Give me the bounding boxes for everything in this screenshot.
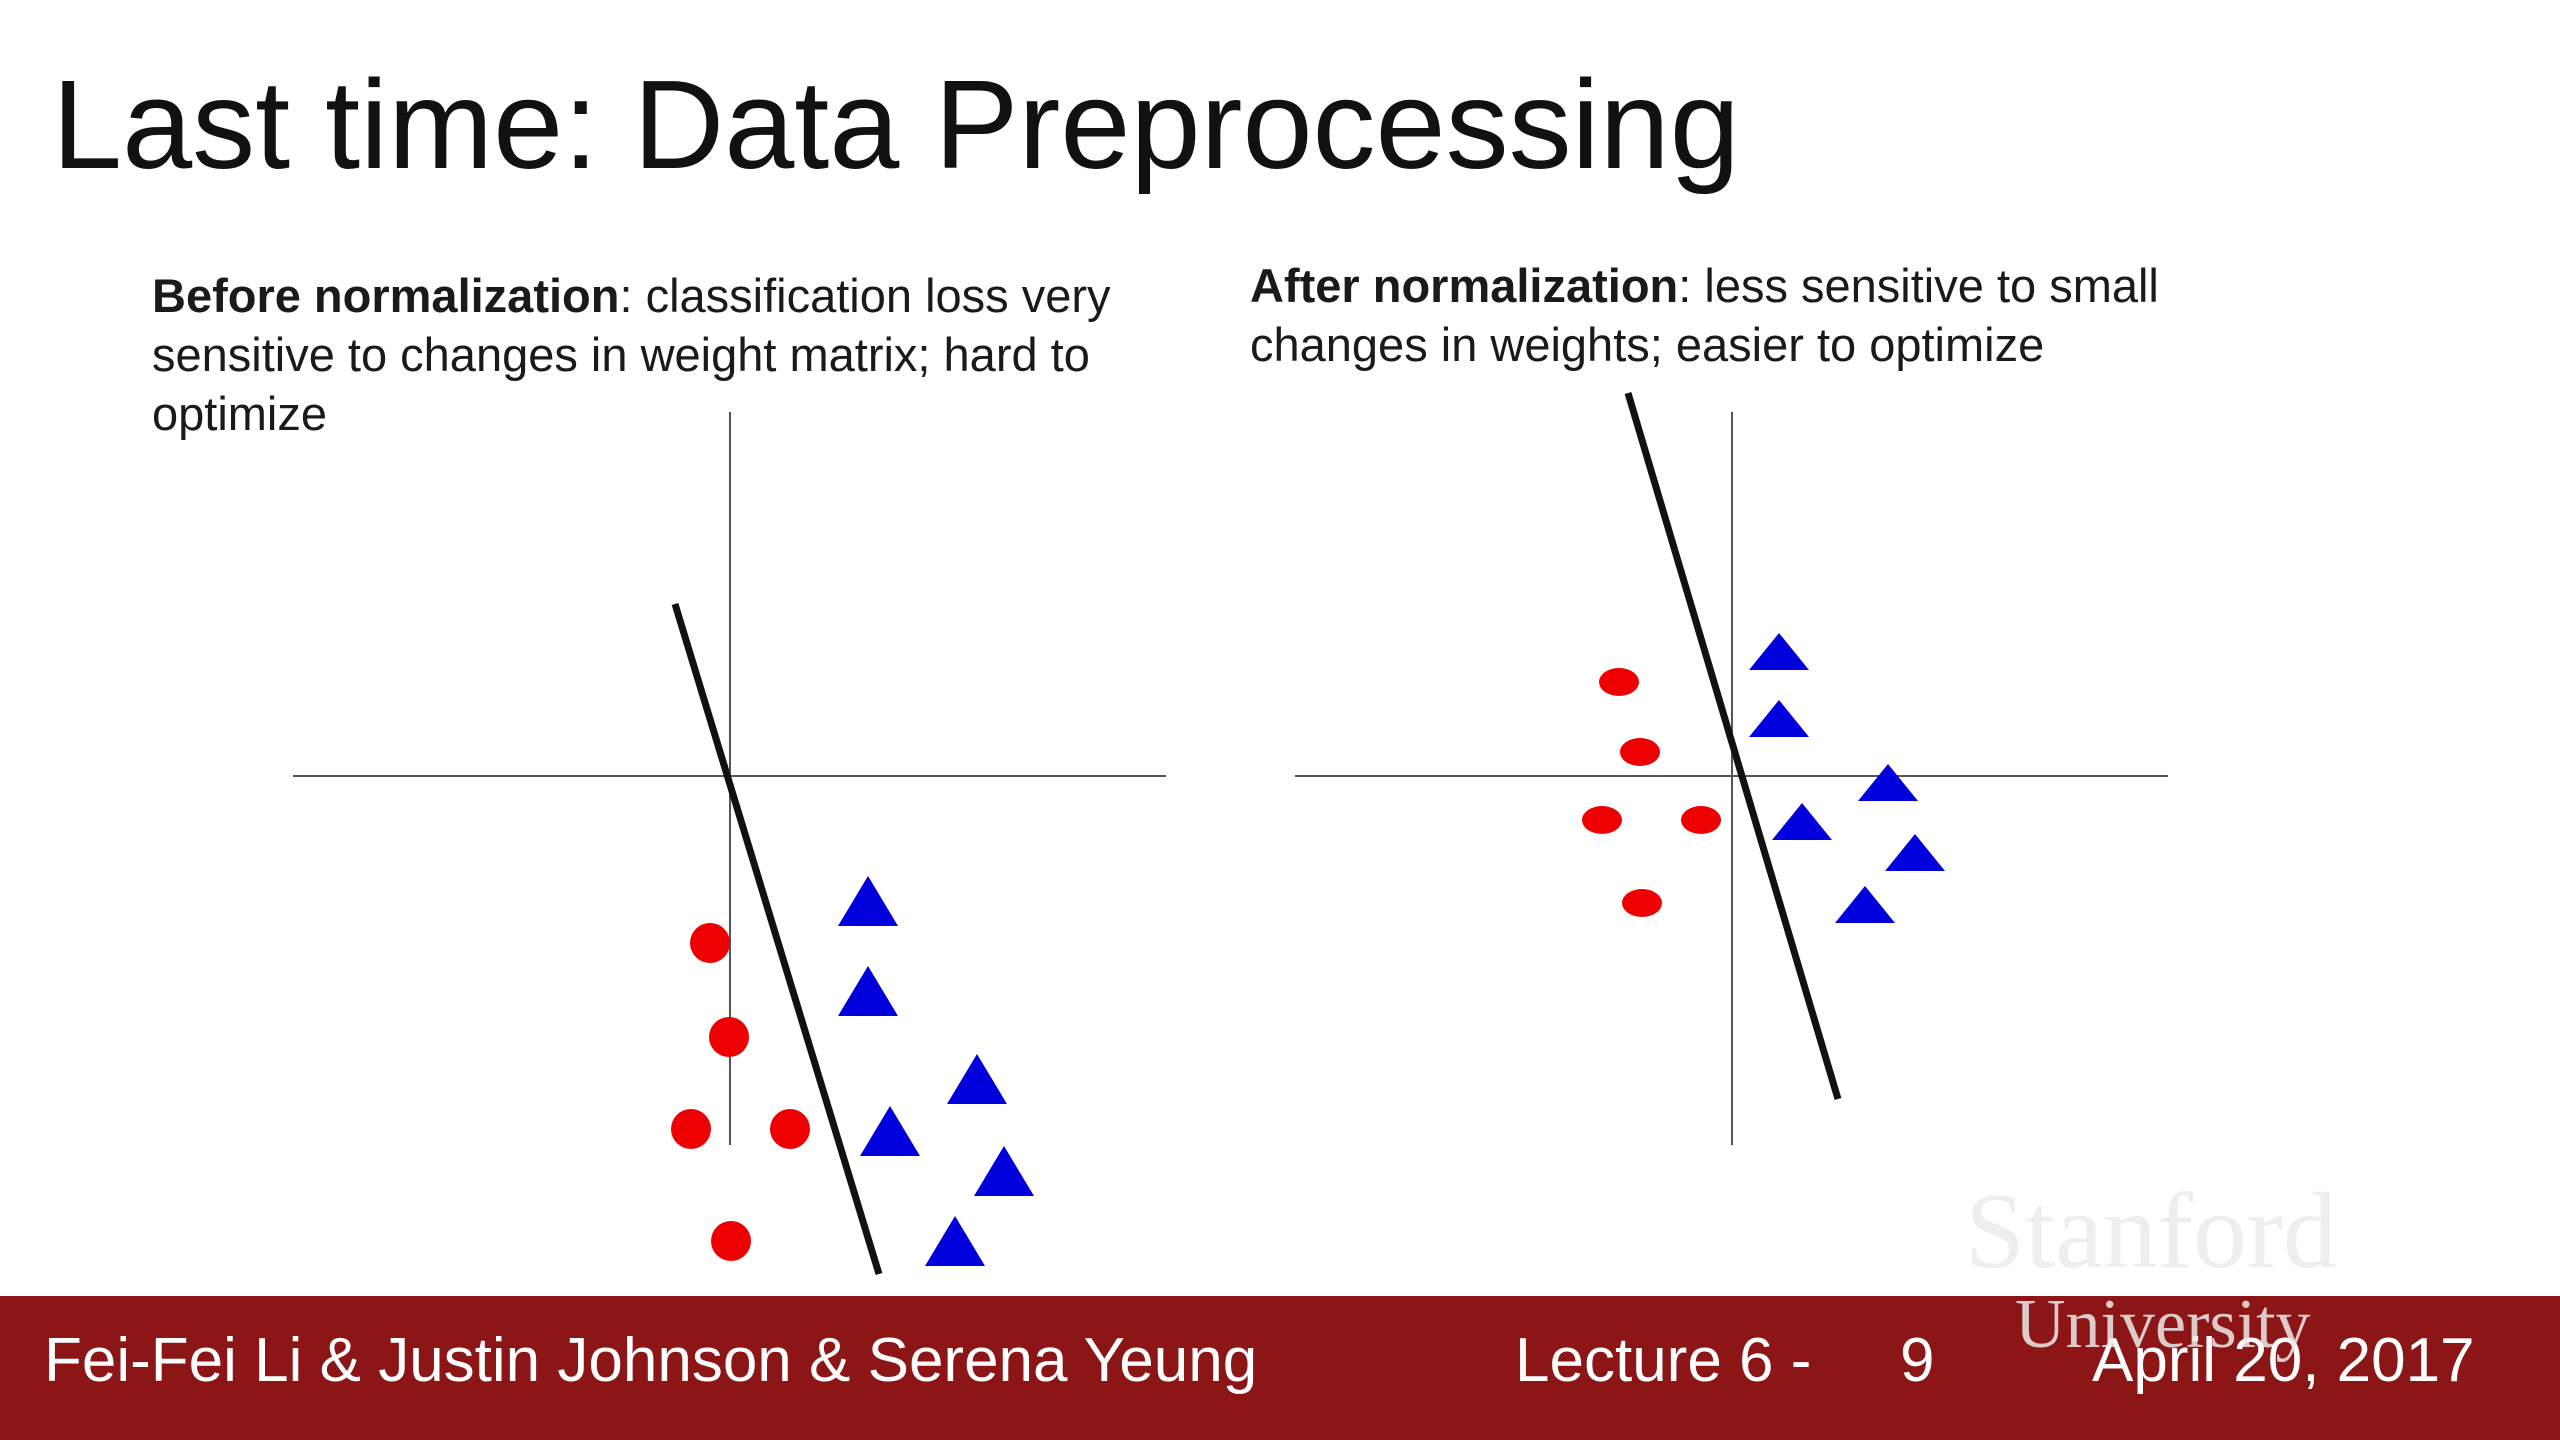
caption-after-heading: After normalization [1250,259,1679,312]
right-triangle [1835,886,1895,923]
left-triangle [974,1146,1034,1196]
left-circle [711,1221,751,1261]
left-circle [709,1017,749,1057]
caption-before-heading: Before normalization [152,269,620,322]
right-circle [1681,806,1721,834]
left-circle [690,923,730,963]
footer-date: April 20, 2017 [2092,1326,2475,1395]
right-triangle [1749,700,1809,737]
left-decision-boundary [671,602,883,1276]
right-circle [1582,806,1622,834]
left-circle [770,1109,810,1149]
caption-after-normalization: After normalization: less sensitive to s… [1250,256,2330,374]
right-triangle [1772,803,1832,840]
caption-after-text: : less sensitive to small changes in wei… [1250,259,2159,371]
right-triangle [1749,633,1809,670]
footer-bar [0,1296,2560,1440]
right-circle [1599,668,1639,696]
footer-authors: Fei-Fei Li & Justin Johnson & Serena Yeu… [44,1326,1258,1395]
caption-before-normalization: Before normalization: classification los… [152,266,1152,443]
stanford-logo-subtitle: University [2015,1286,2311,1363]
left-triangle [860,1106,920,1156]
left-circle [671,1109,711,1149]
left-triangle [947,1054,1007,1104]
caption-before-text: : classification loss very sensitive to … [152,269,1111,440]
left-triangle [838,966,898,1016]
right-triangle [1858,764,1918,801]
footer-lecture: Lecture 6 - [1515,1326,1812,1395]
stanford-logo-wordmark: Stanford [1965,1172,2337,1291]
right-triangle [1885,834,1945,871]
right-decision-boundary [1624,392,1842,1100]
right-circle [1620,738,1660,766]
footer-page-number: 9 [1900,1326,1935,1395]
left-triangle [838,876,898,926]
left-triangle [925,1216,985,1266]
right-panel [1295,392,2168,1145]
right-circle [1622,889,1662,917]
left-panel [293,412,1166,1276]
slide-title: Last time: Data Preprocessing [52,54,1740,195]
